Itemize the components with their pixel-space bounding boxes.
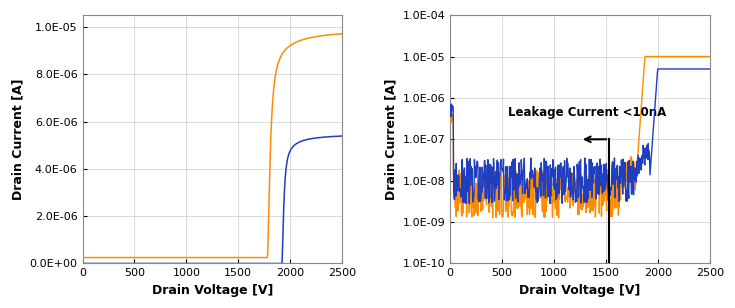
X-axis label: Drain Voltage [V]: Drain Voltage [V] <box>151 284 273 297</box>
Text: Leakage Current <10nA: Leakage Current <10nA <box>509 106 667 119</box>
Y-axis label: Drain Current [A]: Drain Current [A] <box>11 79 24 200</box>
X-axis label: Drain Voltage [V]: Drain Voltage [V] <box>520 284 641 297</box>
Y-axis label: Drain Current [A]: Drain Current [A] <box>384 79 397 200</box>
